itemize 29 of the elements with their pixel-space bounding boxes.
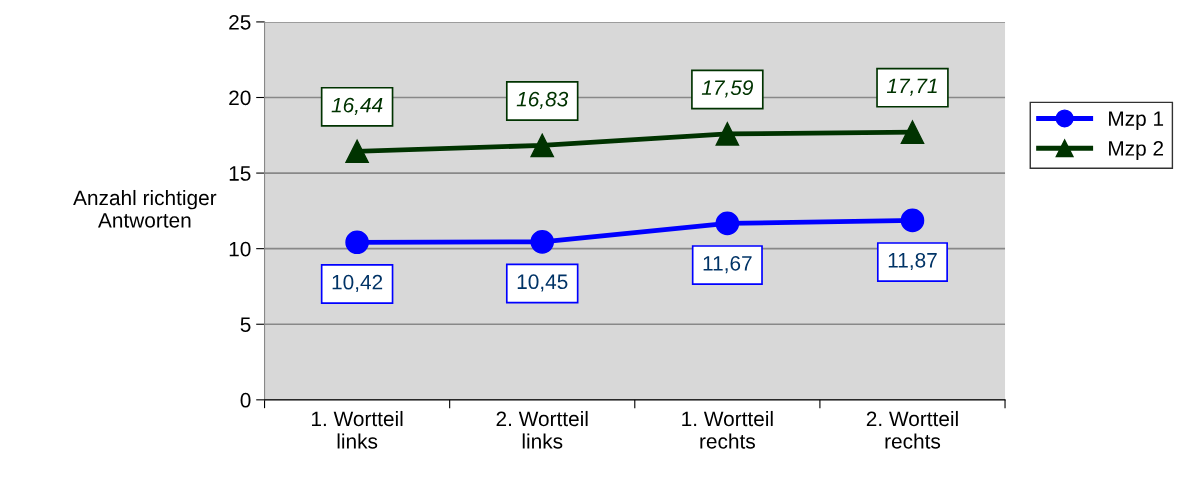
data-label: 11,67	[703, 255, 752, 274]
point	[715, 211, 740, 236]
legend-label: Mzp 1	[1109, 111, 1164, 131]
y-tick-label: 10	[229, 241, 251, 257]
y-tick-label: 20	[229, 90, 251, 106]
point	[900, 120, 925, 144]
y-axis-title: Anzahl richtiger Antworten	[73, 189, 217, 228]
point	[345, 139, 369, 164]
point	[900, 208, 925, 233]
y-tick-label: 0	[240, 392, 251, 408]
data-label: 17,71	[886, 78, 937, 96]
legend-label: Mzp 2	[1109, 141, 1164, 160]
data-label: 16,44	[331, 97, 383, 115]
point	[530, 230, 555, 254]
x-tick-label: 1. Wortteil rechts	[682, 410, 773, 449]
x-tick-label: 1. Wortteil links	[311, 410, 403, 449]
point	[345, 230, 369, 255]
x-tick-label: 2. Wortteil rechts	[866, 410, 958, 449]
data-label: 11,87	[888, 252, 937, 271]
data-label: 17,59	[701, 80, 753, 98]
point	[715, 122, 740, 146]
point	[530, 133, 555, 158]
y-tick-label: 25	[229, 14, 251, 30]
y-tick-label: 5	[240, 317, 251, 332]
data-label: 16,83	[516, 91, 569, 110]
x-tick-label: 2. Wortteil links	[496, 410, 588, 449]
y-tick-label: 15	[229, 166, 251, 181]
data-label: 10,45	[517, 274, 568, 292]
data-label: 10,42	[332, 274, 383, 293]
